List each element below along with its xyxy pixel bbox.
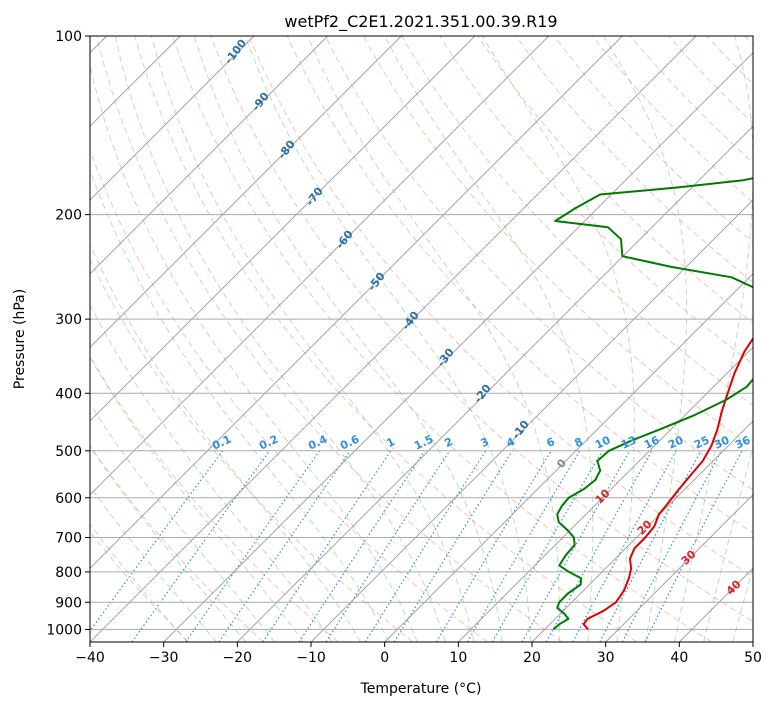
mixing-ratio-line bbox=[599, 450, 702, 642]
mixing-ratio-line bbox=[298, 450, 426, 642]
mixing-ratio-label: 16 bbox=[642, 433, 662, 451]
dewpoint-profile bbox=[552, 177, 753, 631]
moist-adiabat bbox=[193, 36, 503, 642]
mixing-ratio-line bbox=[572, 450, 677, 642]
y-tick-label: 800 bbox=[55, 565, 82, 581]
isotherm bbox=[90, 36, 623, 569]
moist-adiabat bbox=[90, 303, 333, 642]
dry-adiabat bbox=[172, 36, 712, 642]
mixing-ratio-label: 13 bbox=[619, 433, 638, 451]
isotherm bbox=[310, 199, 753, 642]
moist-adiabat bbox=[674, 36, 753, 642]
y-tick-label: 700 bbox=[55, 531, 82, 547]
dry-adiabat bbox=[134, 36, 638, 642]
isotherm bbox=[90, 36, 255, 201]
moist-adiabat bbox=[244, 36, 532, 642]
x-axis-title: Temperature (°C) bbox=[360, 681, 482, 697]
x-tick-label: 10 bbox=[449, 650, 467, 666]
isotherm bbox=[163, 52, 753, 642]
temperature-profile bbox=[582, 336, 753, 631]
y-tick-label: 500 bbox=[55, 444, 82, 460]
y-tick-label: 900 bbox=[55, 595, 82, 611]
isotherm bbox=[384, 273, 753, 642]
isotherm bbox=[457, 346, 753, 642]
mixing-ratio-line bbox=[325, 450, 451, 642]
y-axis: 1000 900 800 700 600 500 400 300 200 100 bbox=[46, 29, 90, 638]
dry-adiabat bbox=[591, 36, 753, 203]
y-tick-label: 200 bbox=[55, 208, 82, 224]
moist-adiabat bbox=[90, 445, 247, 642]
x-tick-label: −20 bbox=[223, 650, 253, 666]
dry-adiabat bbox=[515, 36, 753, 284]
x-tick-label: 30 bbox=[597, 650, 615, 666]
dry-adiabat bbox=[210, 36, 753, 623]
series-group bbox=[552, 177, 753, 631]
plot-frame bbox=[89, 35, 754, 643]
background-lines bbox=[90, 36, 753, 642]
y-tick-label: 300 bbox=[55, 312, 82, 328]
dry-adiabat bbox=[96, 36, 563, 642]
isotherm bbox=[752, 641, 753, 642]
dry-adiabat bbox=[401, 36, 753, 406]
mixing-ratio-line bbox=[218, 450, 351, 642]
moist-adiabat bbox=[90, 402, 276, 642]
x-tick-label: −40 bbox=[75, 650, 105, 666]
plot-background bbox=[90, 36, 753, 642]
isotherm bbox=[605, 494, 753, 642]
y-axis-title: Pressure (hPa) bbox=[12, 289, 28, 389]
mixing-ratio-line bbox=[521, 450, 631, 642]
chart-title: wetPf2_C2E1.2021.351.00.39.R19 bbox=[284, 12, 557, 32]
y-tick-label: 400 bbox=[55, 386, 82, 402]
dry-adiabat bbox=[90, 258, 414, 642]
mixing-ratio-label: 25 bbox=[692, 433, 711, 451]
x-tick-label: −30 bbox=[149, 650, 179, 666]
moist-adiabat bbox=[90, 243, 362, 642]
y-tick-label: 1000 bbox=[46, 622, 82, 638]
moist-adiabat bbox=[306, 36, 560, 642]
x-axis: −40 −30 −20 −10 0 10 20 30 40 50 bbox=[75, 642, 762, 666]
isotherm bbox=[90, 36, 697, 642]
isotherm bbox=[90, 36, 550, 496]
mixing-ratio-label: 20 bbox=[666, 433, 686, 451]
isotherm bbox=[531, 420, 753, 642]
dry-adiabat bbox=[324, 36, 753, 491]
dry-adiabat bbox=[90, 445, 264, 642]
mixing-ratio-line bbox=[131, 450, 271, 642]
mixing-ratio-line bbox=[644, 450, 743, 642]
mixing-ratio-line bbox=[90, 450, 224, 632]
dry-adiabat bbox=[248, 36, 753, 578]
mixing-ratio-line bbox=[262, 450, 392, 642]
x-tick-label: 50 bbox=[744, 650, 762, 666]
x-tick-label: 40 bbox=[670, 650, 688, 666]
moist-adiabat bbox=[384, 36, 594, 642]
mixing-ratio-line bbox=[435, 450, 552, 642]
isotherm bbox=[90, 36, 329, 275]
mixing-ratio-label: 36 bbox=[733, 433, 753, 451]
moist-adiabat bbox=[603, 36, 688, 642]
moist-adiabat bbox=[90, 63, 418, 642]
moist-adiabat bbox=[90, 356, 304, 642]
x-tick-label: 20 bbox=[523, 650, 541, 666]
isotherm bbox=[236, 125, 753, 642]
y-tick-label: 600 bbox=[55, 491, 82, 507]
mixing-ratio-label: 30 bbox=[712, 433, 732, 451]
dry-adiabat bbox=[477, 36, 753, 324]
isotherm bbox=[90, 36, 476, 422]
dry-adiabat bbox=[630, 36, 753, 164]
moist-adiabat bbox=[703, 444, 753, 642]
isotherm bbox=[90, 36, 402, 348]
moist-adiabat bbox=[114, 36, 447, 642]
moist-adiabat bbox=[481, 36, 635, 642]
moist-adiabat bbox=[732, 565, 753, 642]
mixing-ratio-line bbox=[185, 450, 321, 642]
x-tick-label: 0 bbox=[380, 650, 389, 666]
x-tick-label: −10 bbox=[296, 650, 326, 666]
moist-adiabat bbox=[150, 36, 475, 642]
mixing-ratio-line bbox=[545, 450, 653, 642]
moist-adiabat bbox=[90, 168, 390, 642]
mixing-ratio-label: 10 bbox=[593, 433, 613, 451]
y-tick-label: 100 bbox=[55, 29, 82, 45]
mixing-ratio-line bbox=[364, 450, 487, 642]
